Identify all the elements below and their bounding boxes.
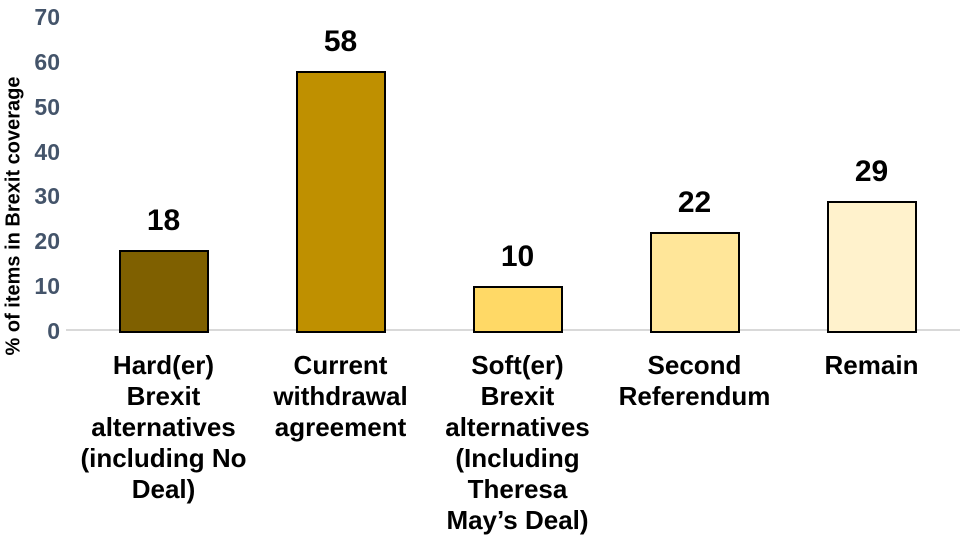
category-label: Hard(er) Brexit alternatives (including … (80, 350, 247, 504)
bar (118, 250, 209, 333)
y-tick-label: 50 (34, 93, 60, 120)
value-label: 58 (323, 24, 358, 58)
value-label: 22 (677, 186, 712, 220)
y-tick-label: 70 (34, 4, 60, 30)
y-tick-label: 40 (34, 138, 60, 165)
bar (826, 200, 917, 333)
value-label: 29 (854, 154, 889, 188)
y-tick-label: 0 (47, 318, 60, 344)
y-tick-label: 10 (34, 273, 60, 300)
category-label: Remain (824, 350, 919, 380)
value-label: 18 (146, 204, 181, 238)
bar (472, 286, 563, 333)
category-label: Second Referendum (618, 350, 771, 411)
y-tick-label: 20 (34, 228, 60, 255)
category-label: Soft(er) Brexit alternatives (Including … (445, 350, 590, 535)
category-label: Current withdrawal agreement (273, 350, 408, 442)
y-tick-label: 30 (34, 183, 60, 210)
bar (295, 70, 386, 333)
y-tick-label: 60 (34, 48, 60, 75)
bar (649, 232, 740, 333)
value-label: 10 (500, 240, 535, 274)
